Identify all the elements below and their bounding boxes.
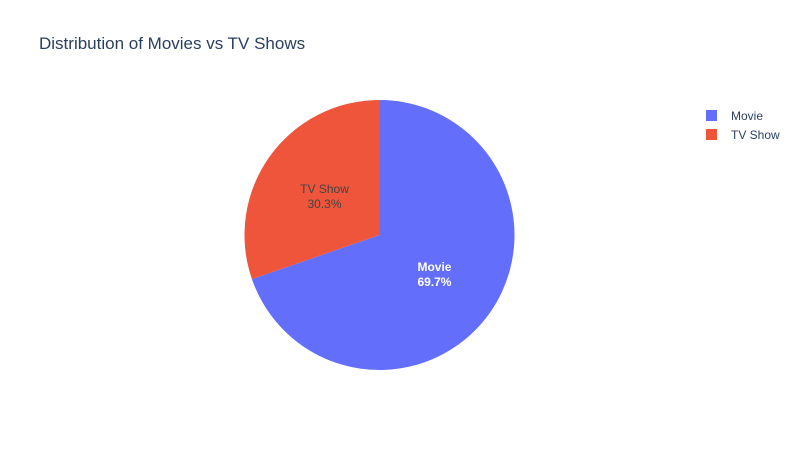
legend-label-tv-show: TV Show bbox=[731, 127, 780, 142]
pie-label-name-movie: Movie bbox=[417, 260, 451, 274]
legend-label-movie: Movie bbox=[731, 108, 764, 123]
legend: Movie TV Show bbox=[706, 106, 780, 144]
pie-slices bbox=[244, 100, 515, 370]
pie-label-percent-movie: 69.7% bbox=[417, 275, 451, 289]
legend-item-tv-show[interactable]: TV Show bbox=[706, 125, 780, 144]
legend-swatch-movie bbox=[706, 110, 717, 121]
pie-label-movie: Movie 69.7% bbox=[417, 260, 451, 289]
legend-swatch-tv-show bbox=[706, 129, 717, 140]
pie-label-percent-tv-show: 30.3% bbox=[308, 197, 342, 211]
pie-label-name-tv-show: TV Show bbox=[300, 182, 349, 196]
legend-item-movie[interactable]: Movie bbox=[706, 106, 780, 125]
pie-label-tv-show: TV Show 30.3% bbox=[300, 182, 349, 211]
chart-title: Distribution of Movies vs TV Shows bbox=[39, 34, 306, 53]
pie-slice-movie[interactable] bbox=[251, 100, 515, 370]
pie-labels: Movie 69.7% TV Show 30.3% bbox=[300, 182, 452, 289]
pie-slice-tv-show[interactable] bbox=[244, 100, 380, 280]
